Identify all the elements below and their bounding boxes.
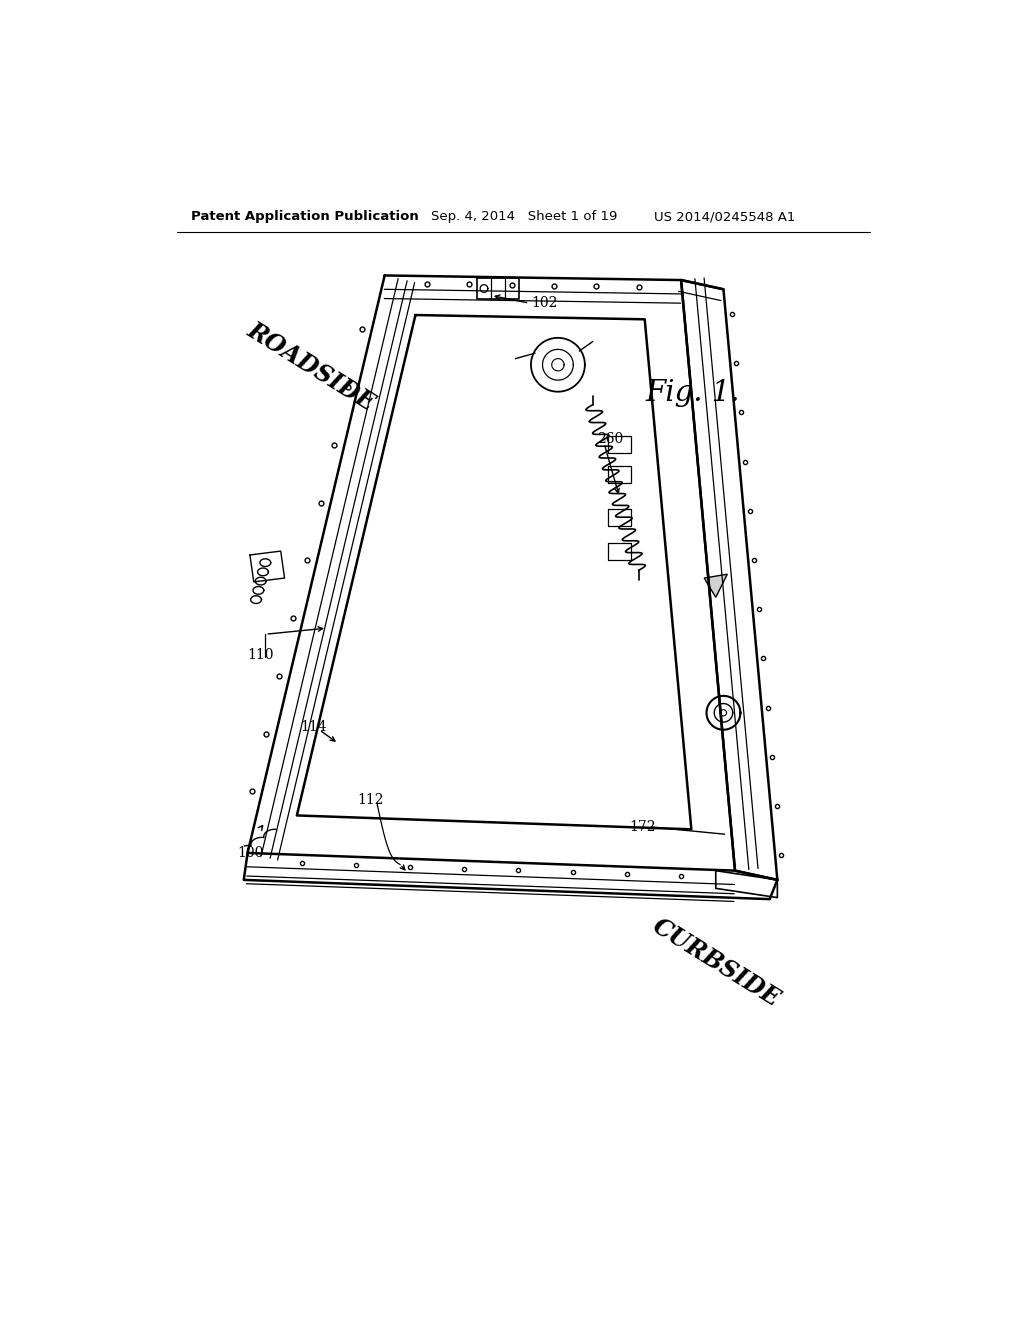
Text: 260: 260 bbox=[597, 433, 624, 446]
Text: US 2014/0245548 A1: US 2014/0245548 A1 bbox=[654, 210, 796, 223]
Text: 110: 110 bbox=[248, 648, 274, 663]
Text: 172: 172 bbox=[630, 820, 656, 834]
Text: Fig. 1.: Fig. 1. bbox=[645, 379, 740, 408]
Text: Sep. 4, 2014   Sheet 1 of 19: Sep. 4, 2014 Sheet 1 of 19 bbox=[431, 210, 617, 223]
Text: 112: 112 bbox=[357, 793, 384, 807]
Text: Patent Application Publication: Patent Application Publication bbox=[190, 210, 419, 223]
Polygon shape bbox=[705, 574, 727, 597]
Text: CURBSIDE: CURBSIDE bbox=[648, 915, 783, 1011]
Text: 100: 100 bbox=[237, 846, 263, 859]
Text: ROADSIDE: ROADSIDE bbox=[244, 318, 380, 414]
Text: 102: 102 bbox=[531, 296, 557, 310]
Text: 114: 114 bbox=[300, 719, 327, 734]
